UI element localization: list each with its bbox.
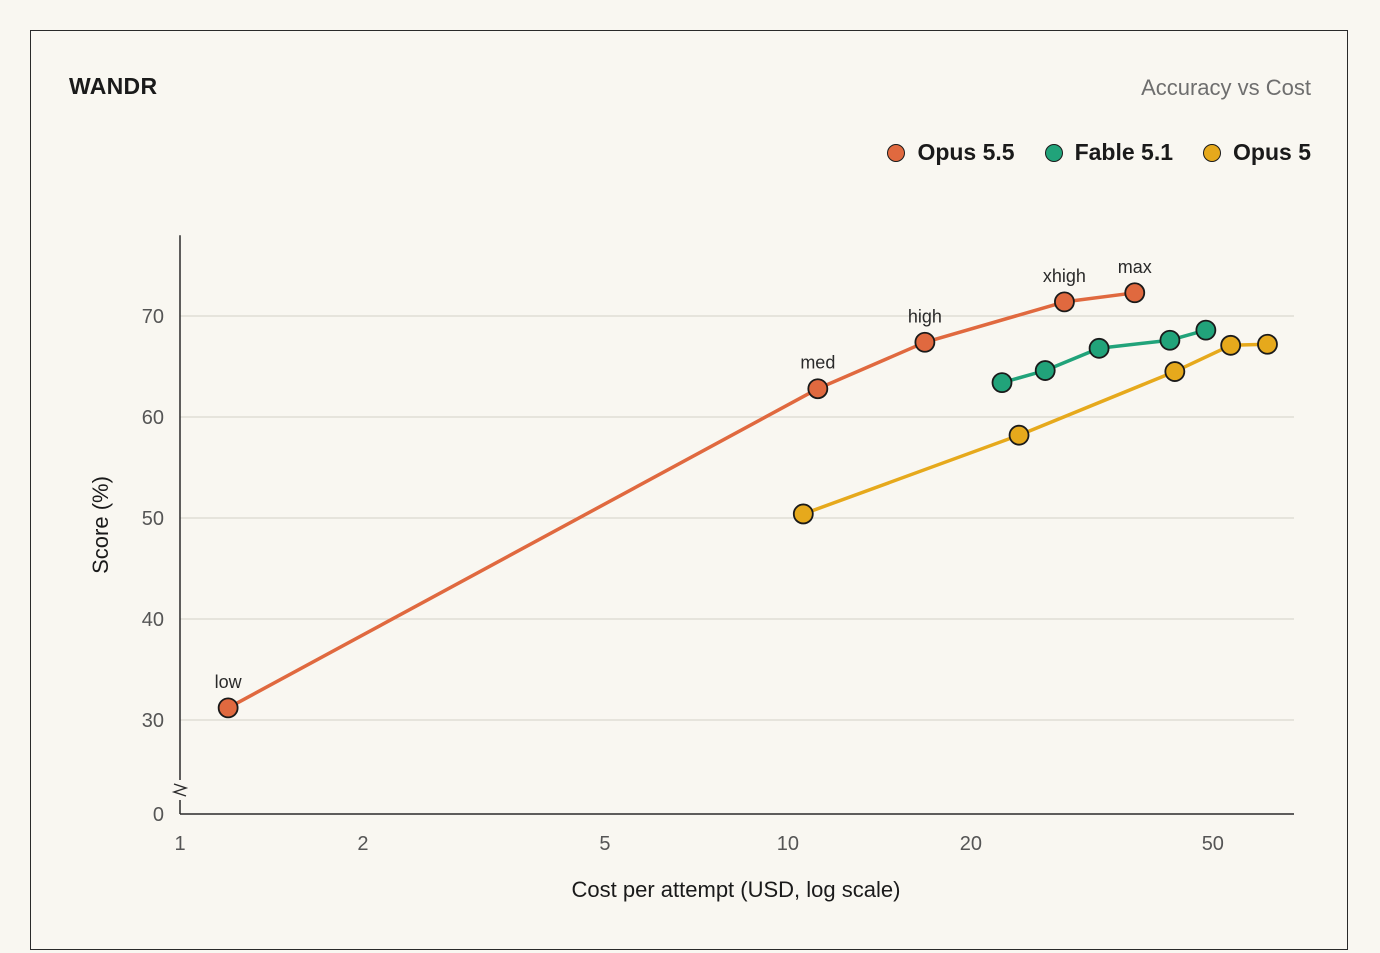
point-label-low: low [215,672,243,692]
legend-swatch-opus-5-5 [887,143,906,162]
data-point-fable-5-1-0 [991,372,1013,394]
y-tick-label-70: 70 [142,306,164,328]
x-axis-label: Cost per attempt (USD, log scale) [572,877,901,902]
data-point-opus-5-5-2 [914,331,936,353]
legend-item-opus-5: Opus 5 [1203,139,1311,166]
y-tick-label-30: 30 [142,710,164,732]
y-tick-label-0: 0 [153,804,164,826]
data-point-fable-5-1-2 [1088,337,1110,359]
data-point-opus-5-5-3 [1054,291,1075,313]
point-label-max: max [1118,257,1152,277]
y-tick-label-40: 40 [142,609,164,631]
data-point-fable-5-1-1 [1034,360,1056,381]
data-point-opus-5-2 [1164,361,1186,382]
data-point-fable-5-1-3 [1159,329,1181,351]
data-point-opus-5-3 [1220,334,1242,356]
data-point-opus-5-5-4 [1124,282,1146,304]
axis-break-mark [171,783,189,797]
data-point-opus-5-4 [1257,333,1278,355]
x-tick-label-10: 10 [777,833,799,855]
y-axis-label: Score (%) [88,476,113,574]
legend-swatch-opus-5 [1203,143,1222,162]
point-label-high: high [908,306,942,326]
data-point-fable-5-1-4 [1195,319,1217,341]
data-point-opus-5-0 [792,503,814,525]
legend-label-opus-5: Opus 5 [1233,139,1311,165]
x-tick-label-5: 5 [599,833,610,855]
x-tick-label-20: 20 [960,833,982,855]
data-point-opus-5-1 [1008,424,1030,446]
point-label-xhigh: xhigh [1043,266,1086,286]
point-label-med: med [800,353,835,373]
y-tick-label-60: 60 [142,407,164,429]
y-tick-label-50: 50 [142,508,164,530]
x-tick-label-50: 50 [1202,833,1224,855]
legend-label-opus-5-5: Opus 5.5 [917,139,1015,165]
chart-title: WANDR [69,73,158,99]
x-tick-label-1: 1 [174,833,185,855]
series-line-opus-5-5 [226,291,1137,710]
legend-item-fable-5-1: Fable 5.1 [1044,139,1174,166]
legend-swatch-fable-5-1 [1044,143,1063,162]
legend: Opus 5.5 Fable 5.1 Opus 5 [887,139,1311,166]
legend-label-fable-5-1: Fable 5.1 [1074,139,1174,165]
chart-subtitle: Accuracy vs Cost [1141,75,1311,100]
legend-item-opus-5-5: Opus 5.5 [887,139,1015,166]
x-tick-label-2: 2 [357,833,368,855]
chart-frame: WANDR Accuracy vs Cost Opus 5.5 Fable 5.1… [30,30,1348,950]
data-point-opus-5-5-0 [217,697,239,719]
data-point-opus-5-5-1 [807,378,829,400]
